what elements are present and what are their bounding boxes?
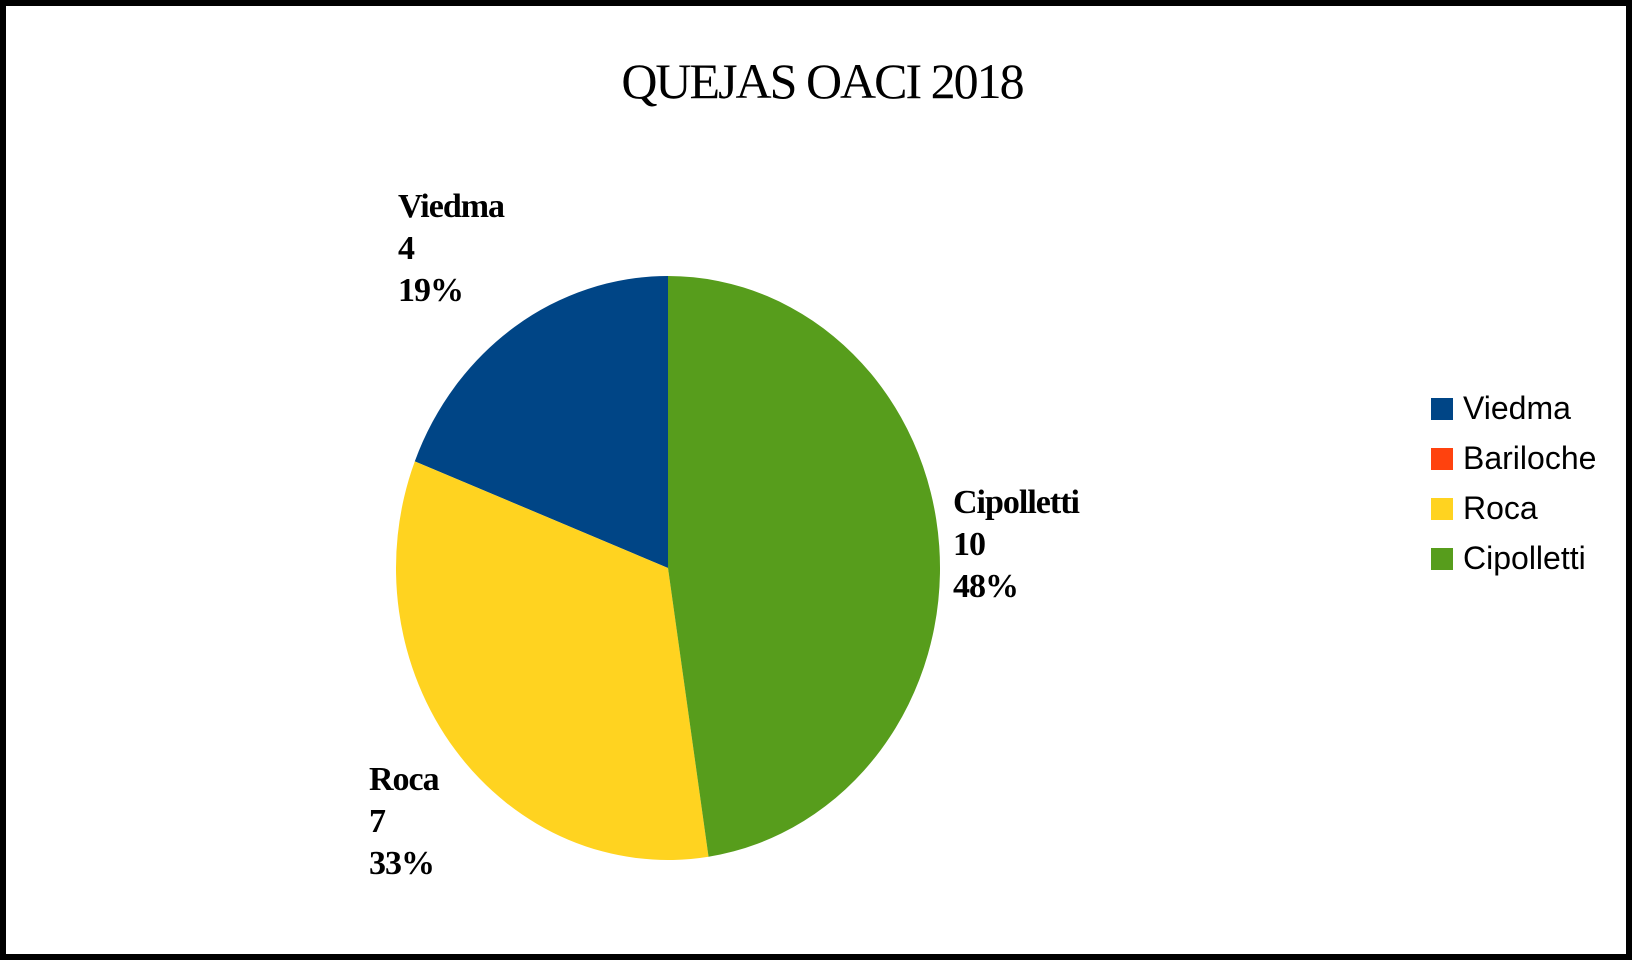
legend-swatch bbox=[1431, 448, 1453, 470]
legend-swatch bbox=[1431, 548, 1453, 570]
data-label-percent: 19% bbox=[398, 272, 464, 309]
pie-slice-viedma bbox=[414, 275, 668, 568]
data-label-viedma: Viedma 4 19% bbox=[398, 186, 505, 312]
data-label-percent: 33% bbox=[369, 845, 435, 882]
legend-label: Roca bbox=[1463, 490, 1538, 526]
data-label-percent: 48% bbox=[953, 568, 1019, 605]
pie-slice-roca bbox=[395, 461, 709, 861]
data-label-roca: Roca 7 33% bbox=[369, 759, 440, 885]
legend-label: Viedma bbox=[1463, 390, 1571, 426]
legend-label: Cipolletti bbox=[1463, 540, 1586, 576]
data-label-cipolletti: Cipolletti 10 48% bbox=[953, 482, 1080, 608]
chart-title: QUEJAS OACI 2018 bbox=[621, 53, 1024, 109]
pie-slice-cipolletti bbox=[668, 276, 941, 857]
legend-label: Bariloche bbox=[1463, 440, 1597, 476]
data-label-value: 7 bbox=[369, 803, 386, 840]
data-label-value: 10 bbox=[953, 526, 986, 563]
pie-chart bbox=[395, 275, 941, 861]
legend-swatch bbox=[1431, 498, 1453, 520]
data-label-category: Roca bbox=[369, 761, 440, 798]
data-label-category: Viedma bbox=[398, 188, 505, 225]
data-label-category: Cipolletti bbox=[953, 484, 1080, 521]
legend-swatch bbox=[1431, 398, 1453, 420]
data-label-value: 4 bbox=[398, 230, 415, 267]
